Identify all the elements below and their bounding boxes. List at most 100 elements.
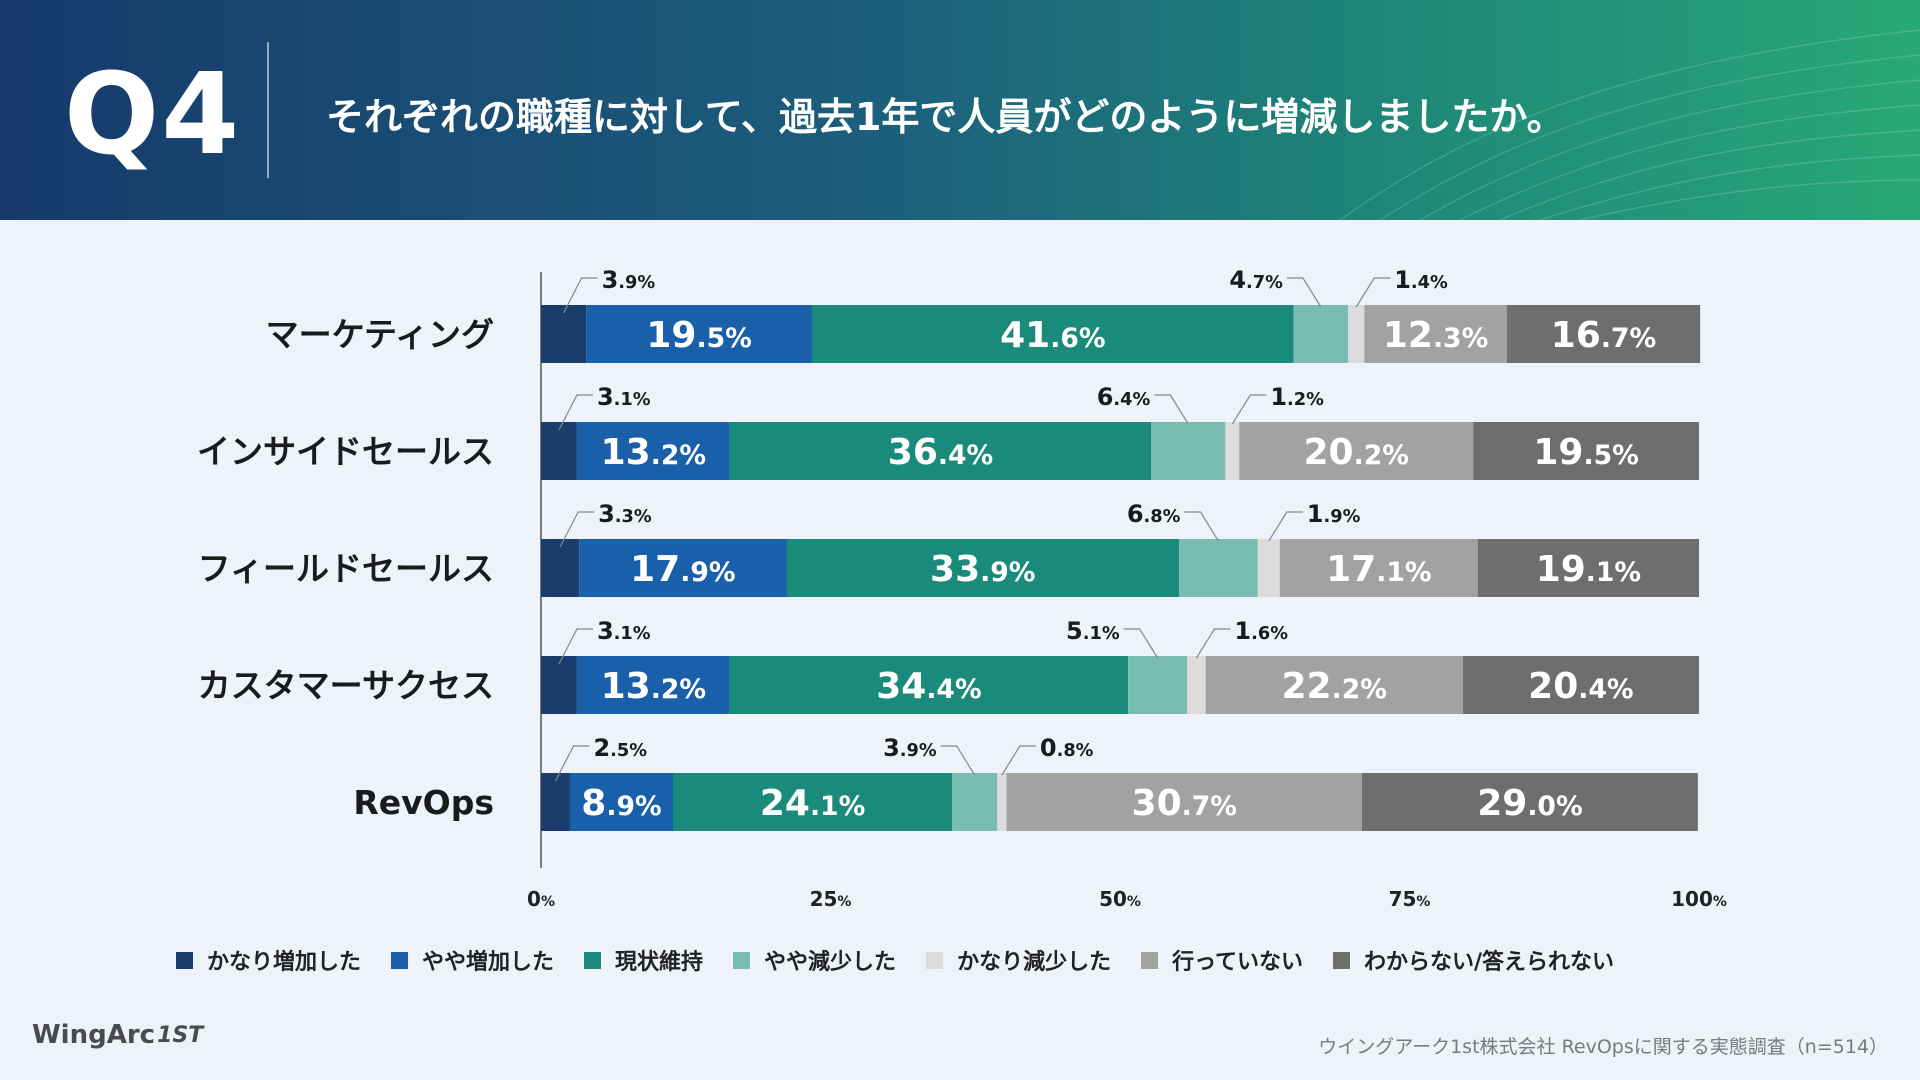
bar-value-label: 19.5% — [646, 315, 751, 356]
bar-segment — [1179, 539, 1258, 597]
bar-segment — [1348, 305, 1365, 363]
x-tick-label: 50% — [1099, 887, 1141, 911]
category-label: RevOps — [353, 783, 494, 822]
bar-segment — [541, 656, 577, 714]
bar-value-label: 34.4% — [876, 666, 981, 707]
bar-segment — [1473, 422, 1699, 480]
source-note: ウイングアーク1st株式会社 RevOpsに関する実態調査（n=514） — [1318, 1036, 1888, 1058]
question-number: Q4 — [64, 50, 242, 180]
callout-leader — [1268, 511, 1303, 542]
bar-segment — [1239, 422, 1474, 480]
legend-item: かなり増加した — [176, 944, 361, 976]
wingarc-logo: WingArc 1ST — [32, 1020, 203, 1050]
callout-value-label: 3.3% — [598, 500, 652, 528]
callout-leader — [559, 511, 595, 548]
bar-value-label: 13.2% — [601, 432, 706, 473]
callout-leader — [1286, 277, 1322, 308]
bar-value-label: 24.1% — [760, 783, 865, 824]
bar-value-label: 33.9% — [930, 549, 1035, 590]
legend-swatch — [391, 951, 409, 969]
bar-segment — [1364, 305, 1507, 363]
bar-value-label: 17.9% — [630, 549, 735, 590]
x-tick-label: 25% — [810, 887, 852, 911]
callout-leader — [563, 277, 598, 314]
callout-leader — [1195, 628, 1231, 659]
x-tick-label: 100% — [1671, 887, 1727, 911]
bar-value-label: 22.2% — [1282, 666, 1387, 707]
bar-segment — [952, 773, 998, 831]
bar-segment — [1006, 773, 1363, 831]
bar-value-label: 8.9% — [581, 783, 661, 824]
legend-item: やや増加した — [391, 944, 554, 976]
bar-segment — [1279, 539, 1478, 597]
callout-value-label: 5.1% — [1066, 617, 1120, 645]
callout-value-label: 3.9% — [602, 266, 656, 294]
bar-segment — [1128, 656, 1188, 714]
callout-leader — [940, 745, 976, 776]
callout-leader — [558, 394, 593, 431]
bar-segment — [1205, 656, 1463, 714]
legend-label: かなり減少した — [957, 950, 1112, 975]
category-label: マーケティング — [266, 315, 494, 354]
bar-value-label: 41.6% — [1000, 315, 1105, 356]
x-tick-label: 75% — [1389, 887, 1431, 911]
bar-segment — [541, 539, 580, 597]
callout-value-label: 1.6% — [1234, 617, 1288, 645]
legend-label: やや増加した — [422, 950, 555, 975]
bar-value-label: 17.1% — [1326, 549, 1431, 590]
callout-value-label: 2.5% — [593, 734, 647, 762]
callout-leader — [1154, 394, 1189, 425]
category-label: インサイドセールス — [197, 432, 494, 471]
bar-value-label: 13.2% — [601, 666, 706, 707]
callout-leader — [558, 628, 593, 665]
callout-value-label: 1.2% — [1270, 383, 1324, 411]
bar-segment — [1151, 422, 1226, 480]
bar-segment — [576, 656, 730, 714]
bar-segment — [1225, 422, 1240, 480]
callout-value-label: 3.1% — [597, 617, 651, 645]
header-banner: Q4 それぞれの職種に対して、過去1年で人員がどのように増減しましたか。 — [0, 0, 1920, 220]
bar-value-label: 36.4% — [888, 432, 993, 473]
bar-segment — [541, 305, 587, 363]
bar-segment — [729, 656, 1129, 714]
logo-text: WingArc — [32, 1020, 156, 1050]
legend-item: 現状維持 — [584, 944, 703, 976]
bar-value-label: 16.7% — [1551, 315, 1656, 356]
callout-leader — [1001, 745, 1036, 776]
bar-value-label: 19.5% — [1533, 432, 1638, 473]
bar-value-label: 19.1% — [1536, 549, 1641, 590]
callout-leader — [554, 745, 590, 782]
callout-value-label: 1.4% — [1394, 266, 1448, 294]
bar-segment — [541, 773, 570, 831]
bar-segment — [1477, 539, 1699, 597]
bar-segment — [786, 539, 1180, 597]
category-label: フィールドセールス — [198, 549, 494, 588]
callout-leader — [1231, 394, 1267, 425]
callout-leader — [1184, 511, 1219, 542]
question-title: それぞれの職種に対して、過去1年で人員がどのように増減しましたか。 — [326, 95, 1565, 139]
callout-value-label: 6.4% — [1097, 383, 1151, 411]
legend-item: かなり減少した — [926, 944, 1111, 976]
category-label: カスタマーサクセス — [198, 666, 494, 705]
legend-swatch — [926, 951, 944, 969]
chart-legend: かなり増加した やや増加した 現状維持 やや減少した かなり減少した 行っていない わからな… — [176, 944, 1644, 976]
callout-value-label: 6.8% — [1127, 500, 1181, 528]
bar-value-label: 12.3% — [1383, 315, 1488, 356]
logo-mark: 1ST — [157, 1022, 204, 1048]
bar-segment — [579, 539, 787, 597]
legend-item: 行っていない — [1141, 944, 1303, 976]
legend-item: わからない/答えられない — [1332, 944, 1614, 976]
legend-label: かなり増加した — [207, 950, 362, 975]
bar-value-label: 20.2% — [1304, 432, 1409, 473]
legend-item: やや減少した — [733, 944, 896, 976]
legend-swatch — [733, 951, 751, 969]
bar-segment — [586, 305, 812, 363]
callout-leader — [1123, 628, 1159, 659]
callout-value-label: 3.9% — [883, 734, 937, 762]
bar-value-label: 30.7% — [1132, 783, 1237, 824]
bar-segment — [729, 422, 1152, 480]
legend-label: 行っていない — [1172, 950, 1303, 975]
legend-label: やや減少した — [764, 950, 897, 975]
callout-value-label: 1.9% — [1307, 500, 1361, 528]
